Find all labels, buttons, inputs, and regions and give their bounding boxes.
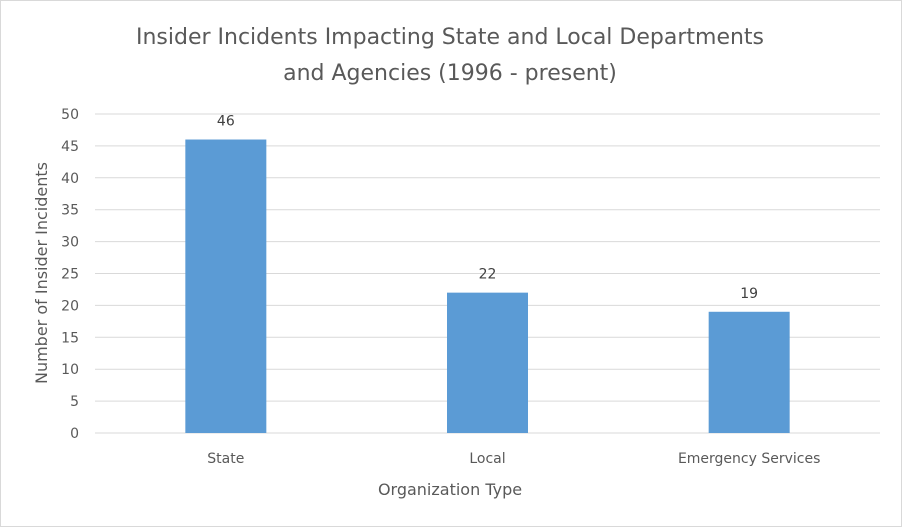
y-tick-label: 50 — [61, 107, 79, 123]
y-tick-label: 5 — [70, 394, 79, 410]
bar — [185, 139, 267, 433]
y-tick-label: 20 — [61, 298, 79, 314]
y-tick-label: 35 — [61, 203, 79, 219]
y-axis-label: Number of Insider Incidents — [32, 162, 51, 384]
y-tick-label: 40 — [61, 171, 79, 187]
x-tick-label: State — [207, 451, 244, 467]
bar — [447, 292, 528, 433]
x-tick-label: Local — [469, 451, 505, 467]
chart-title-line-2: and Agencies (1996 - present) — [283, 61, 617, 86]
y-tick-label: 15 — [61, 330, 79, 346]
chart-title-line-1: Insider Incidents Impacting State and Lo… — [136, 25, 764, 50]
bar — [708, 311, 790, 433]
data-label: 19 — [740, 286, 758, 302]
data-label: 22 — [479, 267, 497, 283]
y-tick-label: 45 — [61, 139, 79, 155]
y-tick-label: 0 — [70, 426, 79, 442]
x-axis-label: Organization Type — [378, 480, 522, 499]
data-label: 46 — [217, 114, 235, 130]
x-tick-label: Emergency Services — [678, 451, 820, 467]
y-tick-label: 10 — [61, 362, 79, 378]
y-tick-label: 25 — [61, 267, 79, 283]
y-tick-label: 30 — [61, 235, 79, 251]
